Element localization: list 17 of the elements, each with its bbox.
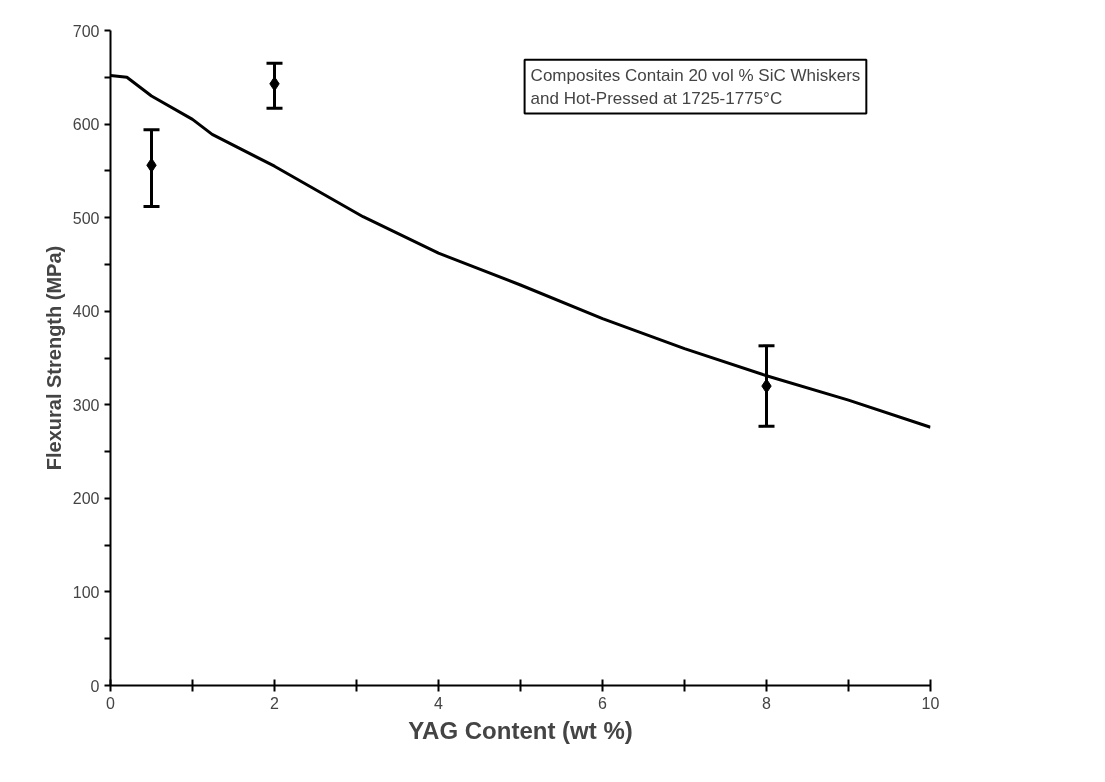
annotation: Composites Contain 20 vol % SiC Whiskers and Hot-Pressed at 1725-1775°C — [530, 65, 861, 108]
x-tick-label: 8 — [762, 694, 772, 712]
y-tick-label: 700 — [72, 22, 100, 40]
y-tick-label: 0 — [90, 677, 100, 695]
y-axis-title: Flexural Strength (MPa) — [42, 245, 65, 471]
y-tick-label: 100 — [72, 583, 100, 601]
x-axis-title: YAG Content (wt %) — [408, 716, 633, 744]
x-tick-label: 2 — [270, 694, 280, 712]
x-tick-label: 4 — [434, 694, 444, 712]
x-tick-label: 0 — [106, 694, 116, 712]
y-tick-label: 400 — [72, 303, 100, 321]
y-tick-label: 200 — [72, 490, 100, 508]
y-tick-label: 500 — [72, 209, 100, 227]
x-tick-label: 6 — [598, 694, 608, 712]
x-tick-label: 10 — [921, 694, 940, 712]
y-tick-label: 300 — [72, 396, 100, 414]
y-tick-label: 600 — [72, 116, 100, 134]
